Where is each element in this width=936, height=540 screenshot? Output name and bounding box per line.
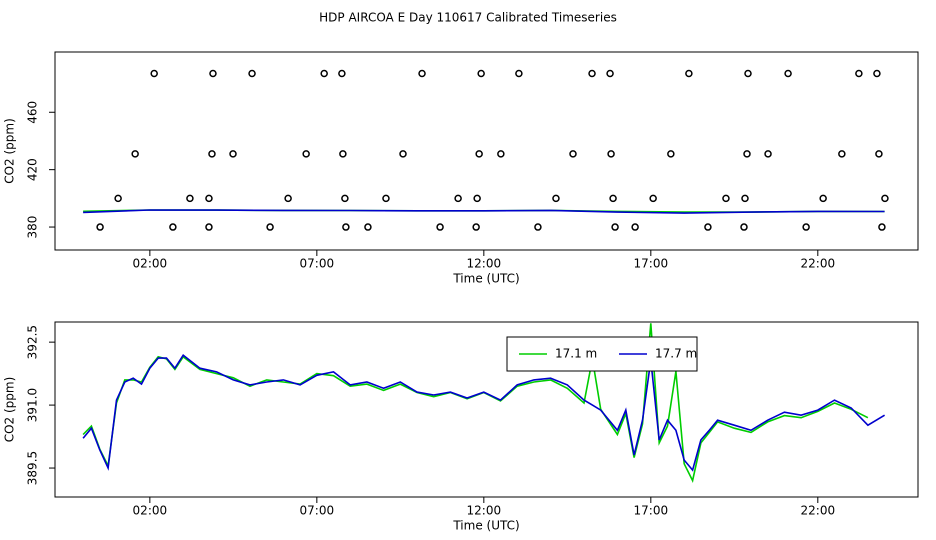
x-tick-label: 22:00	[801, 257, 836, 271]
data-point	[302, 150, 310, 158]
x-tick-label: 22:00	[801, 504, 836, 518]
data-point	[150, 69, 158, 78]
plot-frame	[54, 321, 919, 498]
data-point	[609, 194, 617, 203]
data-point	[855, 69, 863, 78]
data-point	[475, 150, 483, 158]
plot-frame	[54, 51, 919, 251]
legend-label: 17.7 m	[655, 347, 697, 361]
data-point	[208, 150, 216, 158]
data-point	[131, 150, 139, 158]
data-point	[606, 69, 614, 78]
data-point	[873, 69, 881, 78]
data-point	[685, 69, 693, 78]
data-point	[248, 69, 256, 78]
data-point	[744, 69, 752, 78]
data-point	[569, 150, 577, 158]
data-point	[607, 150, 615, 158]
data-point	[114, 194, 122, 203]
data-point	[740, 223, 748, 231]
data-point	[611, 223, 619, 231]
data-line	[83, 209, 885, 214]
data-point	[667, 150, 675, 158]
data-point	[552, 194, 560, 203]
data-point	[320, 69, 328, 78]
y-tick-label: 389.5	[26, 451, 40, 485]
data-point	[473, 194, 481, 203]
data-point	[743, 150, 751, 158]
data-point	[338, 69, 346, 78]
y-tick-label: 392.5	[26, 325, 40, 359]
y-tick-label: 420	[26, 158, 40, 181]
data-point	[364, 223, 372, 231]
data-line	[82, 354, 886, 472]
x-tick-label: 12:00	[467, 504, 502, 518]
data-point	[96, 223, 104, 231]
data-point	[186, 194, 194, 203]
data-point	[881, 194, 889, 203]
data-point	[205, 223, 213, 231]
data-point	[436, 223, 444, 231]
data-point	[454, 194, 462, 203]
x-tick-label: 02:00	[133, 504, 168, 518]
data-point	[819, 194, 827, 203]
x-tick-label: 02:00	[133, 257, 168, 271]
data-point	[418, 69, 426, 78]
data-point	[534, 223, 542, 231]
data-point	[875, 150, 883, 158]
data-point	[784, 69, 792, 78]
data-point	[339, 150, 347, 158]
data-point	[838, 150, 846, 158]
y-axis-label: CO2 (ppm)	[3, 377, 17, 443]
data-point	[205, 194, 213, 203]
y-axis-label: CO2 (ppm)	[3, 118, 17, 184]
data-point	[515, 69, 523, 78]
data-point	[631, 223, 639, 231]
x-tick-label: 17:00	[634, 504, 669, 518]
x-tick-label: 17:00	[634, 257, 669, 271]
data-line	[82, 323, 869, 483]
data-point	[169, 223, 177, 231]
data-point	[399, 150, 407, 158]
data-point	[341, 194, 349, 203]
y-tick-label: 380	[26, 216, 40, 239]
data-point	[229, 150, 237, 158]
data-point	[472, 223, 480, 231]
data-point	[497, 150, 505, 158]
data-point	[722, 194, 730, 203]
data-point	[382, 194, 390, 203]
x-axis-label: Time (UTC)	[452, 519, 519, 533]
data-point	[741, 194, 749, 203]
x-axis-label: Time (UTC)	[452, 272, 519, 286]
data-point	[704, 223, 712, 231]
data-point	[649, 194, 657, 203]
data-point	[878, 223, 886, 231]
data-point	[764, 150, 772, 158]
x-tick-label: 12:00	[467, 257, 502, 271]
data-point	[802, 223, 810, 231]
data-point	[588, 69, 596, 78]
data-point	[209, 69, 217, 78]
y-tick-label: 391.0	[26, 388, 40, 422]
x-tick-label: 07:00	[300, 504, 335, 518]
chart-title: HDP AIRCOA E Day 110617 Calibrated Times…	[319, 11, 617, 25]
legend-label: 17.1 m	[555, 347, 597, 361]
data-point	[266, 223, 274, 231]
data-point	[342, 223, 350, 231]
x-tick-label: 07:00	[300, 257, 335, 271]
y-tick-label: 460	[26, 101, 40, 124]
data-point	[284, 194, 292, 203]
data-point	[477, 69, 485, 78]
